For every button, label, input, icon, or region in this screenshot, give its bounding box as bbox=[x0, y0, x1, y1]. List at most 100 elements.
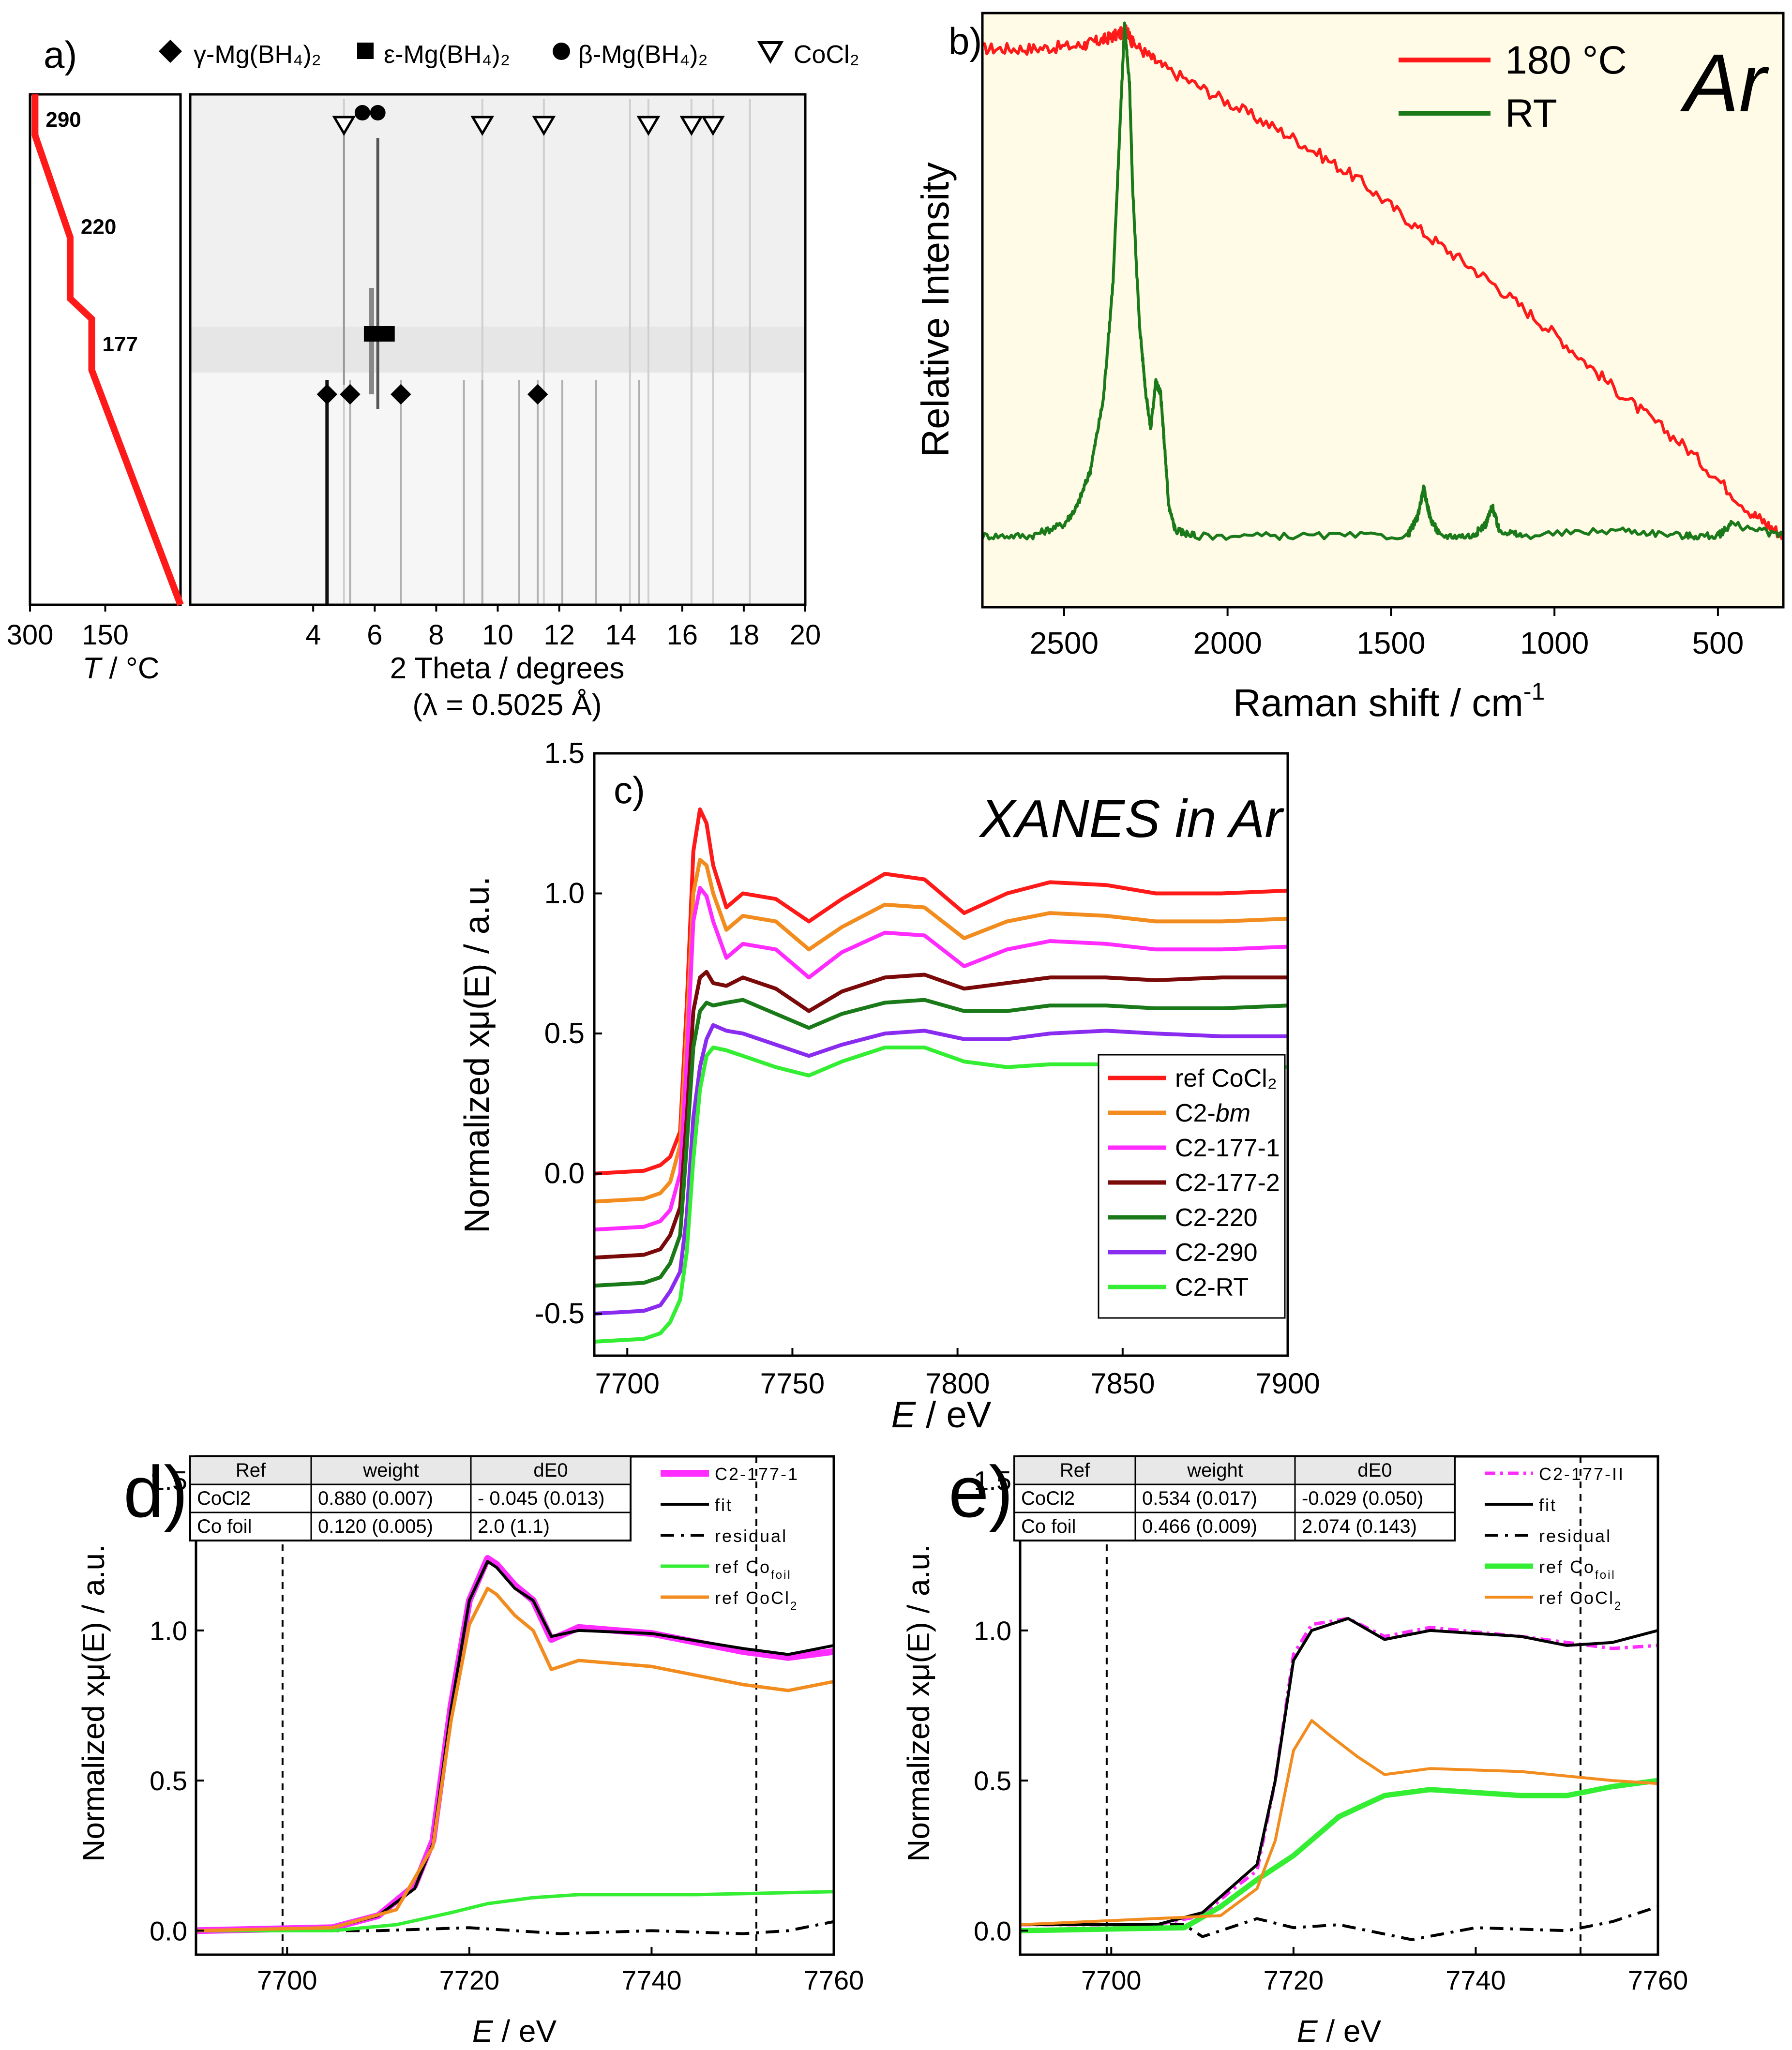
raman-tick-label: 2000 bbox=[1193, 626, 1262, 660]
temperature-axis-label: T / °C bbox=[82, 652, 159, 685]
xanes-title: XANES in Ar bbox=[978, 789, 1284, 849]
fit-table-header: dE0 bbox=[1357, 1460, 1392, 1481]
xanes-legend-label: C2-290 bbox=[1175, 1239, 1258, 1267]
xanes-legend-label: C2-177-2 bbox=[1175, 1169, 1280, 1197]
e-legend-label: fit bbox=[1539, 1495, 1557, 1515]
d-legend-label: ref CoCl2 bbox=[715, 1588, 798, 1613]
diffraction-tick-label: 8 bbox=[428, 619, 444, 651]
fit-table-cell: 2.074 (0.143) bbox=[1302, 1516, 1417, 1537]
panel-a-label: a) bbox=[44, 33, 77, 76]
d-x-tick-label: 7740 bbox=[621, 1965, 682, 1995]
e-legend-label: C2-177-II bbox=[1539, 1464, 1625, 1484]
d-series-ref-co-foil bbox=[196, 1890, 834, 1932]
fit-table-cell: -0.029 (0.050) bbox=[1302, 1488, 1423, 1509]
xanes-series-c2-220 bbox=[594, 998, 1288, 1288]
fit-legend-e: C2-177-II fit residual ref Cofoil ref CoCl2 bbox=[1485, 1464, 1625, 1613]
temperature-label-177: 177 bbox=[103, 332, 138, 356]
raman-x-axis-label: Raman shift / cm-1 bbox=[1233, 678, 1545, 724]
e-series-ref-cocl2 bbox=[1020, 1719, 1658, 1926]
raman-title: Ar bbox=[1680, 37, 1769, 129]
e-legend-label: ref Cofoil bbox=[1539, 1557, 1616, 1582]
panel-e: 7700 7720 7740 7760 1.5 1.0 0.5 0.0 e) Ref weigh… bbox=[901, 1451, 1688, 2049]
e-series-residual bbox=[1020, 1905, 1658, 1941]
xanes-series-c2-177-2 bbox=[594, 970, 1288, 1260]
d-legend-label: residual bbox=[715, 1526, 787, 1546]
e-series-fit bbox=[1020, 1617, 1658, 1926]
diffraction-tick-label: 18 bbox=[728, 619, 760, 651]
xanes-legend-label: C2-220 bbox=[1175, 1204, 1258, 1232]
wavelength-label: (λ = 0.5025 Å) bbox=[412, 688, 602, 722]
fit-table-cell: CoCl2 bbox=[197, 1488, 251, 1509]
cocl2-marker bbox=[532, 116, 556, 136]
fit-table-cell: 0.880 (0.007) bbox=[318, 1488, 433, 1509]
temperature-line bbox=[31, 94, 184, 606]
e-legend-label: ref CoCl2 bbox=[1539, 1588, 1622, 1613]
temperature-profile: 290 220 177 300 150 bbox=[7, 93, 184, 651]
panel-b-label: b) bbox=[949, 20, 982, 62]
d-series-ref-cocl2 bbox=[196, 1586, 834, 1932]
xanes-plot-frame bbox=[593, 752, 1289, 1357]
cocl2-marker bbox=[679, 116, 704, 136]
xanes-legend: ref CoCl₂ C2-bm C2-177-1 C2-177-2 C2-220 C2-2… bbox=[1098, 1054, 1286, 1319]
xanes-series-ref-cocl2 bbox=[594, 807, 1288, 1176]
fit-table-cell: 2.0 (1.1) bbox=[478, 1516, 550, 1537]
legend-triangle-marker bbox=[757, 41, 784, 64]
xanes-x-tick-label: 7750 bbox=[760, 1367, 825, 1400]
cocl2-marker bbox=[636, 116, 661, 136]
raman-plot-frame bbox=[981, 12, 1785, 609]
diffraction-tick-label: 10 bbox=[482, 619, 513, 651]
e-x-tick-label: 7720 bbox=[1264, 1965, 1324, 1995]
e-x-tick-label: 7740 bbox=[1446, 1965, 1506, 1995]
d-legend-label: fit bbox=[715, 1495, 733, 1515]
panel-e-label: e) bbox=[949, 1451, 1013, 1532]
fit-table-cell: Co foil bbox=[197, 1516, 252, 1537]
fit-table-cell: 0.466 (0.009) bbox=[1142, 1516, 1257, 1537]
xanes-x-tick-label: 7850 bbox=[1090, 1367, 1155, 1400]
two-theta-axis-label: 2 Theta / degrees bbox=[390, 652, 625, 685]
diffraction-tick-label: 16 bbox=[667, 619, 698, 651]
pxd-legend: γ-Mg(BH₄)₂ ε-Mg(BH₄)₂ β-Mg(BH₄)₂ CoCl₂ bbox=[158, 39, 859, 69]
e-y-tick-label: 0.0 bbox=[974, 1915, 1011, 1946]
fit-d-x-axis-label: E / eV bbox=[472, 2014, 557, 2049]
legend-square-marker bbox=[357, 43, 374, 59]
xanes-legend-items: ref CoCl₂ C2-bm C2-177-1 C2-177-2 C2-220 C2-2… bbox=[1108, 1064, 1280, 1302]
legend-cocl2-label: CoCl₂ bbox=[794, 41, 859, 69]
fit-table-header: weight bbox=[1187, 1460, 1243, 1481]
raman-plot-background bbox=[982, 13, 1783, 607]
e-y-tick-label: 1.5 bbox=[974, 1466, 1011, 1496]
fit-table-e: Ref weight dE0 CoCl2 0.534 (0.017) -0.029 (0.… bbox=[1013, 1455, 1456, 1541]
beta-marker bbox=[354, 105, 370, 120]
gamma-marker bbox=[527, 384, 548, 405]
diffraction-map: 4 6 8 10 12 14 16 18 20 bbox=[189, 93, 821, 651]
legend-circle-marker bbox=[553, 43, 570, 60]
fit-table-cell: CoCl2 bbox=[1021, 1488, 1075, 1509]
d-legend-label: C2-177-1 bbox=[715, 1464, 799, 1484]
e-legend-label: residual bbox=[1539, 1526, 1611, 1546]
xanes-y-tick-label: -0.5 bbox=[535, 1297, 585, 1330]
temperature-tick-label: 150 bbox=[82, 619, 129, 651]
raman-series-rt bbox=[981, 21, 1785, 541]
fit-table-header-bg bbox=[189, 1455, 632, 1485]
temperature-frame bbox=[29, 93, 182, 606]
e-x-tick-label: 7700 bbox=[1081, 1965, 1142, 1995]
beta-marker bbox=[370, 105, 386, 120]
fit-e-x-axis-label: E / eV bbox=[1297, 2014, 1382, 2049]
epsilon-marker bbox=[379, 326, 395, 342]
xanes-series-c2-177-1 bbox=[594, 886, 1288, 1232]
d-series-residual bbox=[196, 1920, 834, 1935]
fit-table-header-bg bbox=[1013, 1455, 1456, 1485]
xanes-plot: 7700 7750 7800 7850 7900 1.5 1.0 0.5 0.0 -0.5 bbox=[535, 737, 1320, 1400]
fit-table-header: Ref bbox=[236, 1460, 266, 1481]
panel-c-label: c) bbox=[614, 769, 645, 811]
diffraction-band bbox=[190, 373, 805, 605]
e-x-tick-label: 7760 bbox=[1628, 1965, 1688, 1995]
fit-table-header: dE0 bbox=[533, 1460, 568, 1481]
e-series-ref-co-foil bbox=[1020, 1778, 1658, 1933]
fit-table-cell: Co foil bbox=[1021, 1516, 1076, 1537]
diffraction-tick-label: 12 bbox=[543, 619, 575, 651]
xanes-legend-label: ref CoCl₂ bbox=[1175, 1064, 1277, 1092]
legend-rt-label: RT bbox=[1505, 91, 1557, 135]
e-y-tick-label: 1.0 bbox=[974, 1616, 1011, 1646]
fit-d-y-axis-label: Normalized xμ(E) / a.u. bbox=[76, 1544, 111, 1862]
